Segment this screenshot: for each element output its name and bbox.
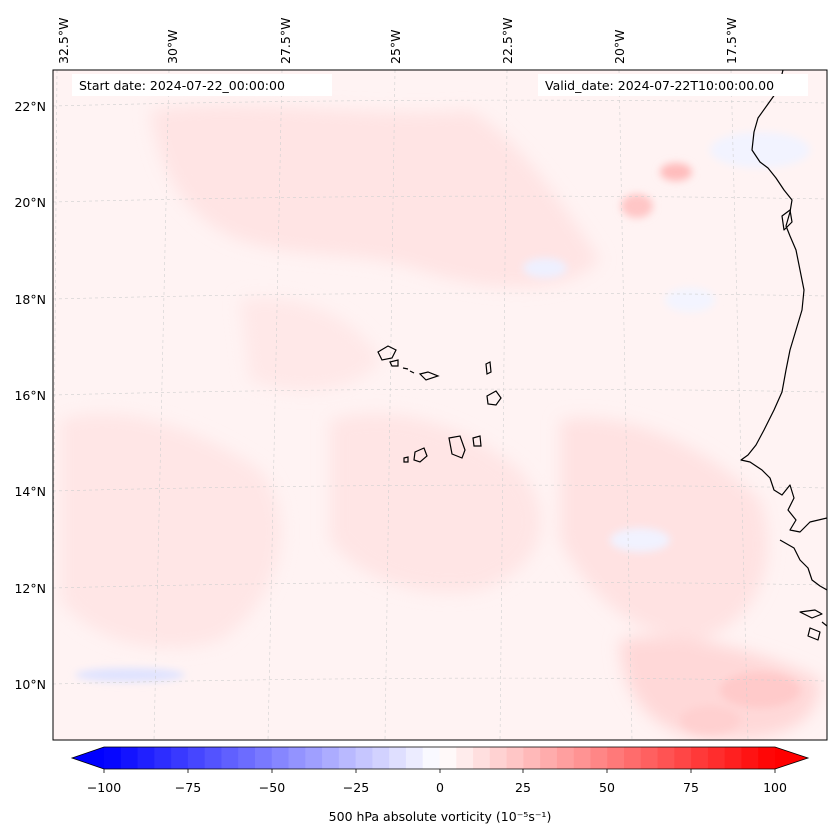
island-small: [409, 370, 415, 374]
colorbar-tick-label: −50: [259, 780, 285, 795]
vorticity-maxima: [621, 163, 800, 734]
colorbar-segment: [758, 747, 776, 769]
colorbar-segment: [254, 747, 273, 769]
colorbar-segment: [590, 747, 608, 769]
colorbar-tick-label: 75: [683, 780, 699, 795]
island-sao-vicente: [389, 359, 399, 367]
lon-label: 22.5°W: [500, 18, 515, 64]
island-boa-vista: [486, 390, 502, 406]
lat-label: 16°N: [14, 388, 46, 403]
colorbar-segment: [607, 747, 625, 769]
colorbar-segment: [187, 747, 206, 769]
colorbar-segments: [104, 747, 776, 769]
island-santiago: [448, 435, 466, 459]
lat-label: 14°N: [14, 484, 46, 499]
lat-label: 18°N: [14, 292, 46, 307]
colorbar-segment: [707, 747, 726, 769]
lat-label: 10°N: [14, 677, 46, 692]
colorbar-segment: [540, 747, 558, 769]
colorbar-segment: [137, 747, 155, 769]
graticule: [53, 70, 827, 740]
colorbar-segment: [473, 747, 491, 769]
colorbar-segment: [238, 747, 256, 769]
lon-label: 20°W: [612, 29, 627, 64]
colorbar-segment: [120, 747, 139, 769]
lat-label: 20°N: [14, 195, 46, 210]
colorbar-segment: [271, 747, 290, 769]
colorbar-segment: [523, 747, 541, 769]
island-sal: [485, 361, 492, 375]
colorbar-tick-label: 100: [763, 780, 787, 795]
colorbar: −100 −75 −50 −25 0 25 50 75 100 500 hPa …: [70, 746, 810, 824]
colorbar-segment: [389, 747, 407, 769]
island-brava: [403, 456, 409, 463]
lon-label: 17.5°W: [724, 18, 739, 64]
colorbar-tick-label: 50: [599, 780, 615, 795]
colorbar-segment: [338, 747, 357, 769]
island-fogo: [413, 447, 428, 463]
island-santa-luzia: [402, 367, 409, 370]
colorbar-segment: [573, 747, 592, 769]
coastline: [740, 70, 827, 641]
map-frame: [52, 69, 828, 741]
colorbar-segment: [204, 747, 223, 769]
colorbar-tick-label: −25: [343, 780, 369, 795]
lon-label: 30°W: [165, 29, 180, 64]
colorbar-segment: [171, 747, 189, 769]
colorbar-min-extension: [72, 747, 104, 769]
latitude-labels: 22°N 20°N 18°N 16°N 14°N 12°N 10°N: [14, 99, 46, 692]
colorbar-segment: [556, 747, 575, 769]
colorbar-segment: [506, 747, 524, 769]
colorbar-segment: [104, 747, 122, 769]
colorbar-segment: [439, 747, 457, 769]
longitude-labels: 32.5°W 30°W 27.5°W 25°W 22.5°W 20°W 17.5…: [56, 18, 739, 64]
map-panel: Start date: 2024-07-22_00:00:00 Valid_da…: [53, 70, 827, 740]
colorbar-tick-label: −100: [87, 780, 121, 795]
colorbar-label: 500 hPa absolute vorticity (10⁻⁵s⁻¹): [329, 809, 552, 824]
colorbar-segment: [741, 747, 759, 769]
islands: [377, 345, 502, 463]
colorbar-segment: [640, 747, 659, 769]
colorbar-segment: [405, 747, 424, 769]
lat-label: 22°N: [14, 99, 46, 114]
colorbar-segment: [691, 747, 709, 769]
colorbar-segment: [624, 747, 642, 769]
colorbar-segment: [372, 747, 390, 769]
colorbar-tick-label: −75: [175, 780, 201, 795]
colorbar-tick-labels: −100 −75 −50 −25 0 25 50 75 100: [87, 780, 787, 795]
vorticity-field: [60, 105, 820, 740]
colorbar-max-extension: [775, 747, 808, 769]
lat-label: 12°N: [14, 581, 46, 596]
colorbar-segment: [221, 747, 239, 769]
colorbar-segment: [674, 747, 692, 769]
colorbar-segment: [305, 747, 323, 769]
start-date-label: Start date: 2024-07-22_00:00:00: [79, 78, 285, 93]
colorbar-segment: [422, 747, 441, 769]
valid-date-label: Valid_date: 2024-07-22T10:00:00.00: [545, 78, 774, 93]
colorbar-tick-label: 25: [515, 780, 531, 795]
colorbar-segment: [456, 747, 474, 769]
colorbar-segment: [657, 747, 675, 769]
date-labels: Start date: 2024-07-22_00:00:00 Valid_da…: [72, 74, 808, 96]
colorbar-segment: [489, 747, 508, 769]
lon-label: 32.5°W: [56, 18, 71, 64]
colorbar-tick-label: 0: [436, 780, 444, 795]
lon-label: 25°W: [388, 29, 403, 64]
colorbar-segment: [154, 747, 172, 769]
lon-label: 27.5°W: [278, 18, 293, 64]
island-maio: [472, 435, 482, 447]
colorbar-segment: [288, 747, 306, 769]
colorbar-segment: [724, 747, 743, 769]
colorbar-segment: [322, 747, 340, 769]
colorbar-ticks: [103, 769, 776, 773]
island-sao-nicolau: [418, 371, 440, 381]
colorbar-segment: [355, 747, 374, 769]
island-santo-antao: [377, 345, 397, 361]
